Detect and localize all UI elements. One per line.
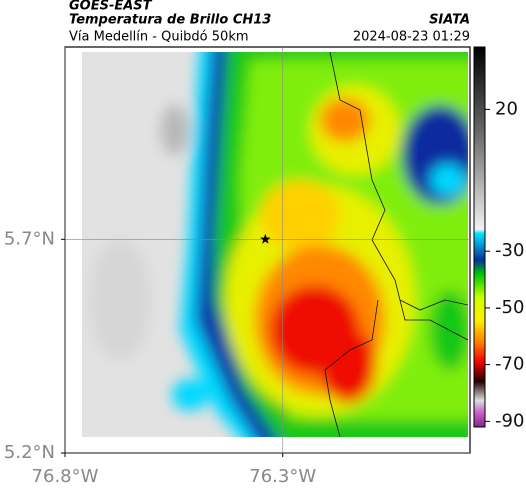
agency: SIATA — [429, 13, 470, 28]
colorbar — [473, 46, 486, 428]
x-tick-label: 76.3°W — [249, 466, 316, 487]
colorbar-tick-label: -50 — [495, 297, 524, 318]
colorbar-tick-label: -90 — [495, 410, 524, 431]
colorbar-tick-label: 20 — [495, 98, 518, 119]
brightness-image — [82, 52, 468, 437]
x-tick-label: 76.8°W — [32, 466, 99, 487]
timestamp: 2024-08-23 01:29 — [353, 30, 470, 45]
location-marker — [260, 233, 271, 244]
product: Temperatura de Brillo CH13 — [69, 13, 271, 28]
colorbar-tick-label: -30 — [495, 240, 524, 261]
satellite: GOES-EAST — [69, 0, 153, 14]
region: Vía Medellín - Quibdó 50km — [69, 30, 249, 45]
colorbar-tick-label: -70 — [495, 354, 524, 375]
y-tick-label: 5.2°N — [4, 442, 55, 463]
y-tick-label: 5.7°N — [4, 228, 55, 249]
